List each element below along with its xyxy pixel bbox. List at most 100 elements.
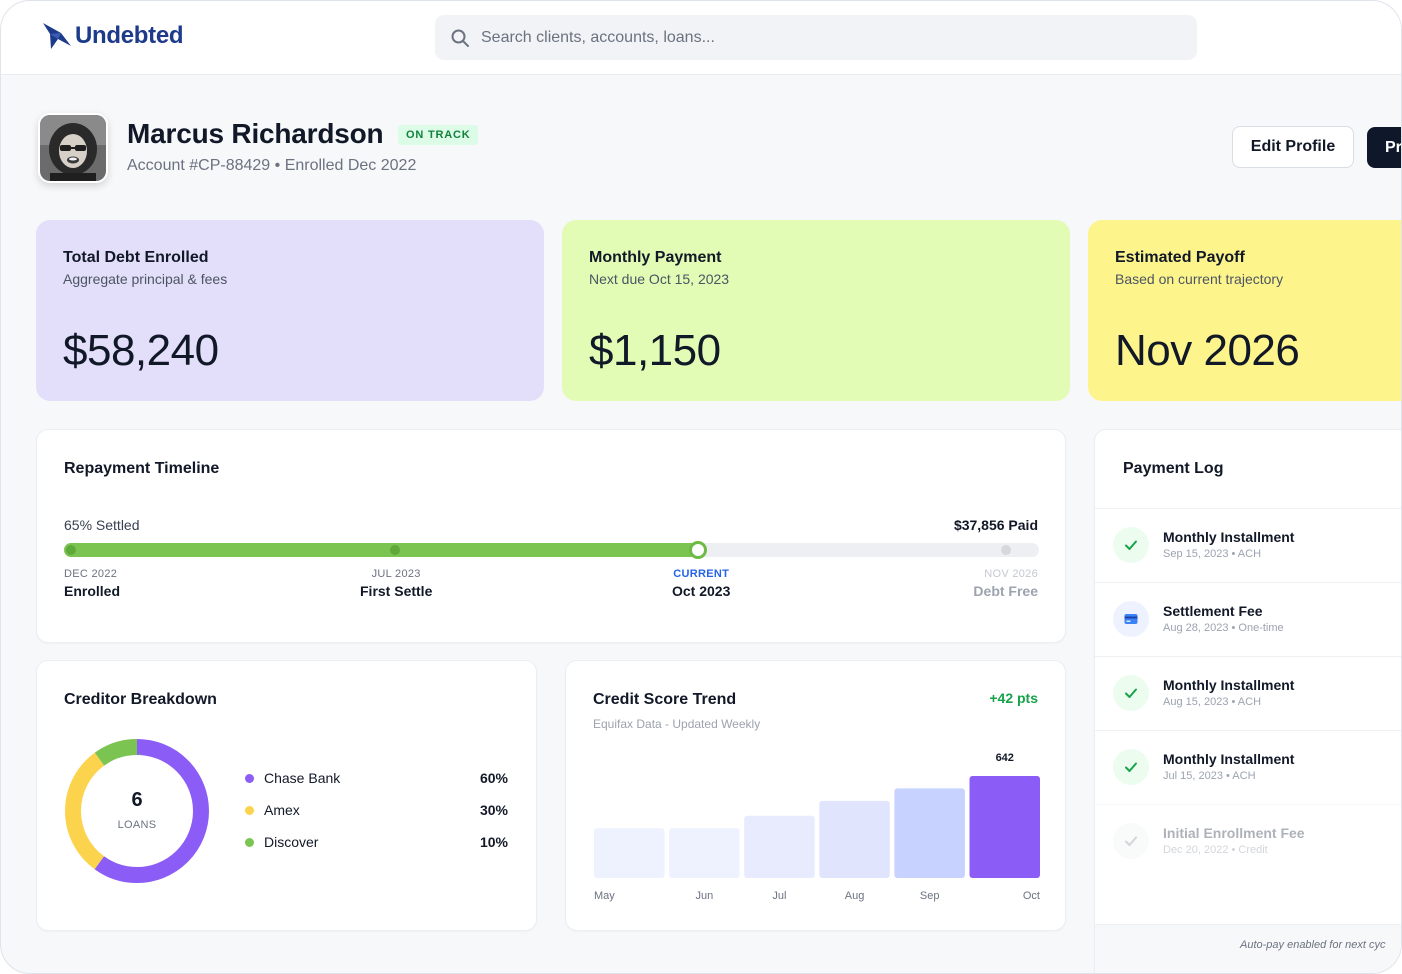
log-entry[interactable]: Monthly Installment Jul 15, 2023 • ACH [1095, 730, 1401, 804]
creditor-donut-chart [65, 739, 209, 883]
kpi-value: Nov 2026 [1115, 326, 1300, 375]
log-title: Monthly Installment [1163, 529, 1295, 545]
log-meta: Aug 15, 2023 • ACH [1163, 696, 1262, 708]
creditor-breakdown-card: Creditor Breakdown 6 LOANS Chase Bank 60… [36, 660, 537, 931]
bar-aug[interactable] [819, 800, 890, 878]
card-title: Repayment Timeline [64, 460, 220, 477]
log-meta: Dec 20, 2022 • Credit [1163, 844, 1268, 856]
autopay-note: Auto-pay enabled for next cyc [1240, 939, 1386, 951]
client-name: Marcus Richardson [127, 118, 384, 149]
kpi-monthly-payment: Monthly Payment Next due Oct 15, 2023 $1… [562, 220, 1070, 401]
search-bar[interactable] [435, 15, 1197, 60]
card-title: Credit Score Trend [593, 691, 737, 708]
x-tick-label: Jul [772, 890, 786, 902]
brand-name: Undebted [75, 22, 184, 49]
milestone-dot [1001, 545, 1011, 555]
top-bar: Undebted [1, 1, 1401, 75]
loan-count: 6 [131, 789, 143, 811]
loan-count-label: LOANS [117, 819, 157, 831]
brand-logo[interactable]: Undebted [41, 19, 184, 53]
payment-log-card: Payment Log Monthly Installment Sep 15, … [1094, 429, 1401, 973]
avatar-photo [40, 115, 106, 181]
paid-label: $37,856 Paid [953, 517, 1038, 533]
card-icon [1113, 601, 1149, 637]
legend-name: Amex [264, 802, 300, 818]
kpi-subtitle: Based on current trajectory [1115, 271, 1284, 287]
legend-item-amex: Amex 30% [245, 800, 508, 820]
search-input[interactable] [481, 28, 1161, 47]
bar-sep[interactable] [894, 788, 965, 878]
check-icon [1113, 527, 1149, 563]
check-icon [1113, 749, 1149, 785]
credit-score-card: Credit Score Trend Equifax Data - Update… [565, 660, 1066, 931]
x-tick-label: Sep [920, 890, 940, 902]
check-icon [1113, 675, 1149, 711]
donut-slice-amex [65, 739, 209, 883]
x-tick-label: Jun [695, 890, 713, 902]
donut-slice-discover [65, 739, 209, 883]
log-footer: Auto-pay enabled for next cyc [1095, 924, 1401, 973]
milestone-date: CURRENT [673, 568, 730, 580]
kpi-estimated-payoff: Estimated Payoff Based on current trajec… [1088, 220, 1401, 401]
kpi-value: $1,150 [589, 326, 721, 375]
milestone-first-settle: JUL 2023 First Settle [360, 568, 432, 599]
legend-pct: 10% [479, 834, 508, 850]
log-title: Monthly Installment [1163, 677, 1295, 693]
legend-item-chase: Chase Bank 60% [245, 768, 508, 788]
account-info: Account #CP-88429 • Enrolled Dec 2022 [127, 157, 417, 174]
search-icon [451, 29, 469, 47]
milestone-date: JUL 2023 [371, 568, 421, 580]
milestone-name: Enrolled [64, 583, 121, 599]
x-tick-label: Aug [845, 890, 865, 902]
legend-name: Discover [264, 834, 319, 850]
kpi-value: $58,240 [63, 326, 219, 375]
milestone-debt-free: NOV 2026 Debt Free [973, 568, 1038, 599]
log-title: Settlement Fee [1163, 603, 1263, 619]
avatar [38, 113, 108, 183]
log-meta: Jul 15, 2023 • ACH [1163, 770, 1256, 782]
milestone-enrolled: DEC 2022 Enrolled [64, 568, 120, 599]
kpi-title: Estimated Payoff [1115, 249, 1245, 266]
log-title: Initial Enrollment Fee [1163, 825, 1305, 841]
milestone-name: Debt Free [973, 583, 1038, 599]
bar-jun[interactable] [669, 828, 740, 878]
progress-fill [64, 543, 698, 557]
kpi-subtitle: Next due Oct 15, 2023 [589, 271, 730, 287]
x-tick-label: May [594, 890, 615, 902]
status-badge: ON TRACK [398, 125, 479, 145]
milestone-current: CURRENT Oct 2023 [672, 568, 730, 599]
card-subtitle: Equifax Data - Updated Weekly [593, 717, 761, 731]
bar-jul[interactable] [744, 815, 815, 878]
repayment-timeline-card: Repayment Timeline 65% Settled $37,856 P… [36, 429, 1066, 643]
data-label: 642 [996, 752, 1014, 764]
log-entry[interactable]: Initial Enrollment Fee Dec 20, 2022 • Cr… [1095, 804, 1401, 878]
current-marker[interactable] [688, 541, 707, 559]
log-entry[interactable]: Settlement Fee Aug 28, 2023 • One-time [1095, 582, 1401, 656]
kpi-subtitle: Aggregate principal & fees [63, 271, 228, 287]
log-entry[interactable]: Monthly Installment Sep 15, 2023 • ACH [1095, 508, 1401, 582]
primary-action-button[interactable]: Pr [1367, 127, 1401, 168]
log-meta: Aug 28, 2023 • One-time [1163, 622, 1284, 634]
check-icon [1113, 823, 1149, 859]
settled-label: 65% Settled [64, 517, 140, 533]
milestone-name: First Settle [360, 583, 433, 599]
bar-oct[interactable] [969, 775, 1041, 878]
logo-mark-icon [43, 23, 71, 49]
log-entry[interactable]: Monthly Installment Aug 15, 2023 • ACH [1095, 656, 1401, 730]
bar-may[interactable] [594, 828, 665, 878]
log-meta: Sep 15, 2023 • ACH [1163, 548, 1262, 560]
edit-profile-button[interactable]: Edit Profile [1232, 126, 1354, 168]
legend-item-discover: Discover 10% [245, 832, 508, 852]
legend-dot [245, 806, 254, 815]
kpi-title: Monthly Payment [589, 249, 722, 266]
x-tick-label: Oct [1023, 890, 1040, 902]
legend-pct: 30% [479, 802, 508, 818]
legend-name: Chase Bank [264, 770, 341, 786]
kpi-total-debt: Total Debt Enrolled Aggregate principal … [36, 220, 544, 401]
kpi-title: Total Debt Enrolled [63, 249, 209, 266]
card-title: Creditor Breakdown [64, 691, 217, 708]
log-title: Monthly Installment [1163, 751, 1295, 767]
milestone-date: NOV 2026 [984, 568, 1038, 580]
progress-track [64, 541, 1039, 559]
